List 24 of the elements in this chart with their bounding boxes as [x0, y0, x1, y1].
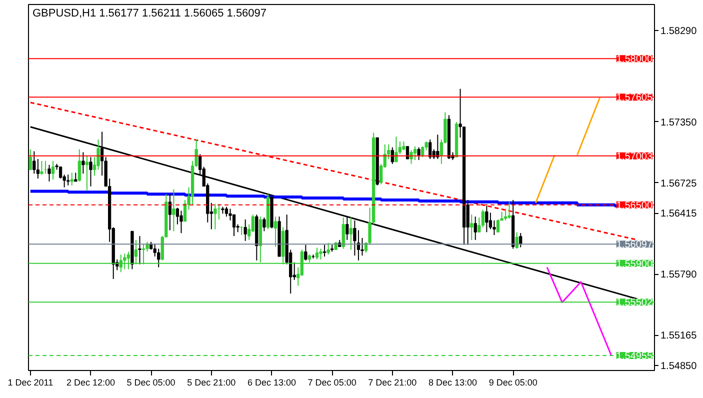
ref-line-label: 1.55900 [616, 258, 653, 270]
x-tick-label: 5 Dec 05:00 [126, 378, 176, 388]
x-tick-label: 1 Dec 2011 [8, 378, 54, 388]
x-tick-label: 2 Dec 12:00 [66, 378, 116, 388]
candlestick [70, 172, 74, 186]
y-tick-label: 1.56725 [660, 178, 698, 190]
candlestick [74, 172, 78, 182]
chart-title: GBPUSD,H1 1.56177 1.56211 1.56065 1.56097 [32, 8, 267, 20]
x-tick-label: 6 Dec 13:00 [247, 378, 296, 388]
x-tick-label: 9 Dec 05:00 [488, 378, 538, 388]
y-tick-label: 1.55790 [660, 270, 698, 281]
x-tick-label: 7 Dec 05:00 [308, 378, 356, 388]
x-tick-label: 7 Dec 21:00 [368, 378, 417, 388]
x-tick-label: 5 Dec 21:00 [187, 378, 236, 388]
line-series [546, 266, 612, 356]
ref-line-label: 1.57003 [616, 151, 653, 162]
y-tick-label: 1.58290 [660, 26, 698, 37]
ref-line-label: 1.56500 [616, 200, 653, 212]
ref-line-label: 1.54955 [616, 350, 653, 362]
y-tick-label: 1.55165 [660, 330, 698, 342]
y-tick-label: 1.56415 [660, 208, 698, 220]
x-tick-label: 8 Dec 13:00 [428, 378, 478, 388]
y-tick-label: 1.57350 [660, 117, 698, 128]
y-tick-label: 1.54850 [660, 361, 698, 372]
